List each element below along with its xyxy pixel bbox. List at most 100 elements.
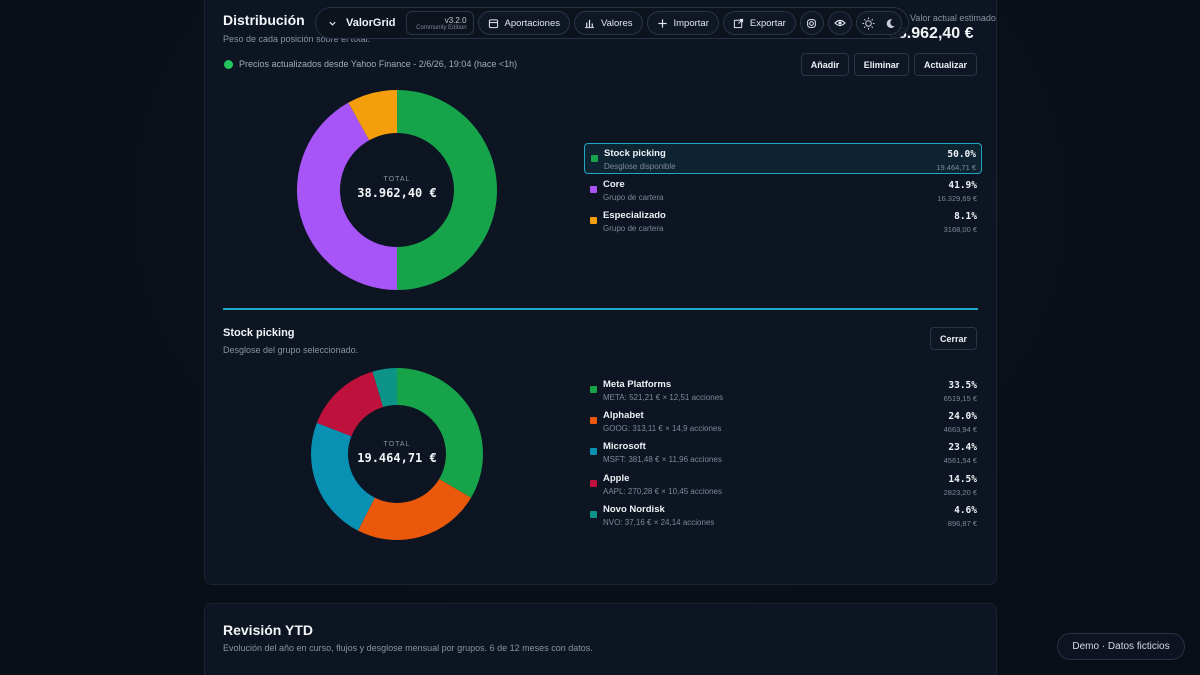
ytd-title: Revisión YTD [223,622,313,638]
legend-swatch [590,511,597,518]
breakdown-center: TOTAL 19.464,71 € [337,441,457,465]
legend-name: Meta Platforms [603,379,672,390]
exportar-button[interactable]: Exportar [722,11,796,35]
legend-item-novo-nordisk[interactable]: Novo Nordisk NVO: 37,16 € × 24,14 accion… [584,500,982,531]
legend-item-alphabet[interactable]: Alphabet GOOG: 313,11 € × 14,9 acciones … [584,406,982,437]
theme-toggle[interactable] [855,11,902,35]
aportaciones-label: Aportaciones [504,17,560,29]
legend-item-meta[interactable]: Meta Platforms META: 521,21 € × 12,51 ac… [584,375,982,406]
distribution-slice-1[interactable] [297,102,397,290]
legend-swatch [590,186,597,193]
legend-name: Novo Nordisk [603,504,665,515]
legend-amount: 3168,00 € [943,225,977,234]
moon-icon [886,18,895,28]
price-status: Precios actualizados desde Yahoo Finance… [224,59,517,69]
legend-swatch [591,155,598,162]
legend-percent: 14.5% [948,474,977,485]
breakdown-center-label: TOTAL [383,441,411,448]
price-status-text: Precios actualizados desde Yahoo Finance… [239,59,518,69]
legend-amount: 4663,94 € [943,425,977,434]
breakdown-slice-4[interactable] [372,368,397,408]
legend-item-microsoft[interactable]: Microsoft MSFT: 381,48 € × 11,96 accione… [584,437,982,468]
legend-desc: AAPL: 270,28 € × 10,45 acciones [603,487,722,496]
add-button[interactable]: Añadir [801,53,849,76]
legend-percent: 4.6% [954,505,977,516]
legend-percent: 8.1% [954,211,977,222]
demo-badge[interactable]: Demo · Datos ficticios [1057,633,1185,660]
legend-desc: Grupo de cartera [603,193,664,202]
ytd-subtitle: Evolución del año en curso, flujos y des… [223,643,593,653]
legend-amount: 896,87 € [947,519,977,528]
version-text: v3.2.0 [444,15,467,25]
breakdown-subtitle: Desglose del grupo seleccionado. [223,345,359,355]
version-badge: v3.2.0 Community Edition [405,11,474,35]
legend-item-especializado[interactable]: Especializado Grupo de cartera 8.1% 3168… [584,206,982,237]
legend-item-stock-picking[interactable]: Stock picking Desglose disponible 50.0% … [584,143,982,174]
app-brand: ValorGrid [346,17,396,29]
breakdown-slice-2[interactable] [311,422,375,531]
legend-percent: 50.0% [947,149,976,160]
status-dot-icon [224,59,233,69]
legend-amount: 2823,20 € [943,488,977,497]
update-button[interactable]: Actualizar [914,53,977,76]
calendar-icon [488,18,498,28]
breakdown-slice-0[interactable] [397,368,483,498]
chevron-down-icon [328,21,336,26]
legend-amount: 16.329,69 € [937,194,977,203]
collapse-toolbar-button[interactable] [322,13,342,33]
distribution-donut-chart [297,90,497,290]
legend-percent: 24.0% [948,411,977,422]
breakdown-donut-chart [311,368,483,540]
legend-name: Stock picking [604,148,666,159]
edition-text: Community Edition [416,24,467,31]
distribution-center-value: 38.962,40 € [357,186,437,200]
legend-name: Apple [603,473,630,484]
legend-name: Microsoft [603,441,646,452]
legend-percent: 33.5% [948,380,977,391]
distribution-center: TOTAL 38.962,40 € [337,176,457,200]
estimated-value: 38.962,40 € [889,25,974,42]
estimated-value-label: Valor actual estimado [910,13,996,23]
breakdown-title: Stock picking [223,327,295,339]
valores-label: Valores [600,17,633,29]
legend-desc: Desglose disponible [604,162,676,171]
plus-icon [657,18,667,28]
distribution-slice-2[interactable] [348,90,397,141]
legend-name: Especializado [603,210,666,221]
external-link-icon [733,18,744,28]
legend-desc: GOOG: 313,11 € × 14,9 acciones [603,424,722,433]
aportaciones-button[interactable]: Aportaciones [477,11,570,35]
settings-button[interactable] [799,11,824,35]
legend-swatch [590,448,597,455]
gear-icon [807,18,817,28]
sun-icon [862,16,875,30]
legend-desc: MSFT: 381,48 € × 11,96 acciones [603,455,722,464]
legend-desc: NVO: 37,16 € × 24,14 acciones [603,518,715,527]
legend-swatch [590,480,597,487]
breakdown-slice-1[interactable] [357,478,472,540]
ytd-card [204,603,997,675]
breakdown-slice-3[interactable] [316,371,384,437]
top-toolbar: ValorGrid v3.2.0 Community Edition Aport… [315,7,909,39]
legend-item-apple[interactable]: Apple AAPL: 270,28 € × 10,45 acciones 14… [584,469,982,500]
valores-button[interactable]: Valores [573,11,643,35]
legend-amount: 4561,54 € [943,456,977,465]
legend-desc: Grupo de cartera [603,224,664,233]
remove-button[interactable]: Eliminar [854,53,909,76]
section-divider [223,308,978,310]
visibility-button[interactable] [827,11,852,35]
legend-percent: 41.9% [948,180,977,191]
legend-swatch [590,417,597,424]
legend-swatch [590,386,597,393]
distribution-slice-0[interactable] [397,90,497,290]
close-breakdown-button[interactable]: Cerrar [930,327,977,350]
legend-amount: 6519,15 € [943,394,977,403]
importar-button[interactable]: Importar [646,11,719,35]
legend-desc: META: 521,21 € × 12,51 acciones [603,393,724,402]
legend-amount: 19.464,71 € [936,163,976,172]
legend-name: Alphabet [603,410,644,421]
legend-item-core[interactable]: Core Grupo de cartera 41.9% 16.329,69 € [584,175,982,206]
legend-name: Core [603,179,625,190]
legend-swatch [590,217,597,224]
importar-label: Importar [673,17,709,29]
